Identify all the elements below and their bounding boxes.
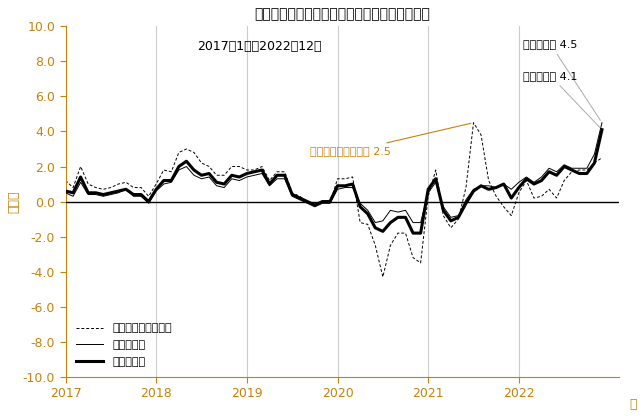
一般労働者: [372, 220, 379, 225]
一般労働者: [598, 120, 606, 125]
パートタイム労働者: [598, 155, 606, 160]
就業形態計: [62, 188, 69, 193]
一般労働者: [243, 175, 251, 180]
就業形態計: [137, 192, 145, 197]
一般労働者: [364, 208, 372, 213]
パートタイム労働者: [137, 185, 145, 190]
Line: パートタイム労働者: パートタイム労働者: [66, 123, 602, 277]
パートタイム労働者: [568, 169, 575, 174]
Legend: パートタイム労働者, 一般労働者, 就業形態計: パートタイム労働者, 一般労働者, 就業形態計: [71, 319, 176, 371]
Text: パートタイム労働者 2.5: パートタイム労働者 2.5: [311, 123, 471, 156]
一般労働者: [409, 220, 417, 225]
一般労働者: [190, 173, 198, 178]
Text: 2017年1月〜2022年12月: 2017年1月〜2022年12月: [197, 40, 322, 53]
Text: 就業形態計 4.1: 就業形態計 4.1: [523, 71, 600, 128]
就業形態計: [409, 230, 417, 235]
パートタイム労働者: [364, 222, 372, 227]
パートタイム労働者: [409, 255, 417, 260]
パートタイム労働者: [469, 120, 477, 125]
就業形態計: [598, 127, 606, 132]
Line: 一般労働者: 一般労働者: [66, 123, 602, 223]
就業形態計: [190, 168, 198, 173]
就業形態計: [432, 176, 440, 181]
Title: 現金給与総額（前年同月比）　就業形態別比較: 現金給与総額（前年同月比） 就業形態別比較: [254, 7, 430, 21]
パートタイム労働者: [62, 178, 69, 183]
Y-axis label: （％）: （％）: [7, 190, 20, 213]
就業形態計: [364, 211, 372, 216]
Line: 就業形態計: 就業形態計: [66, 130, 602, 233]
一般労働者: [62, 190, 69, 195]
就業形態計: [243, 171, 251, 176]
一般労働者: [137, 194, 145, 199]
就業形態計: [402, 215, 410, 220]
一般労働者: [432, 180, 440, 185]
パートタイム労働者: [243, 168, 251, 173]
Text: 年: 年: [629, 398, 637, 411]
Text: 一般労働者 4.5: 一般労働者 4.5: [523, 39, 601, 120]
パートタイム労働者: [432, 168, 440, 173]
パートタイム労働者: [379, 275, 386, 280]
